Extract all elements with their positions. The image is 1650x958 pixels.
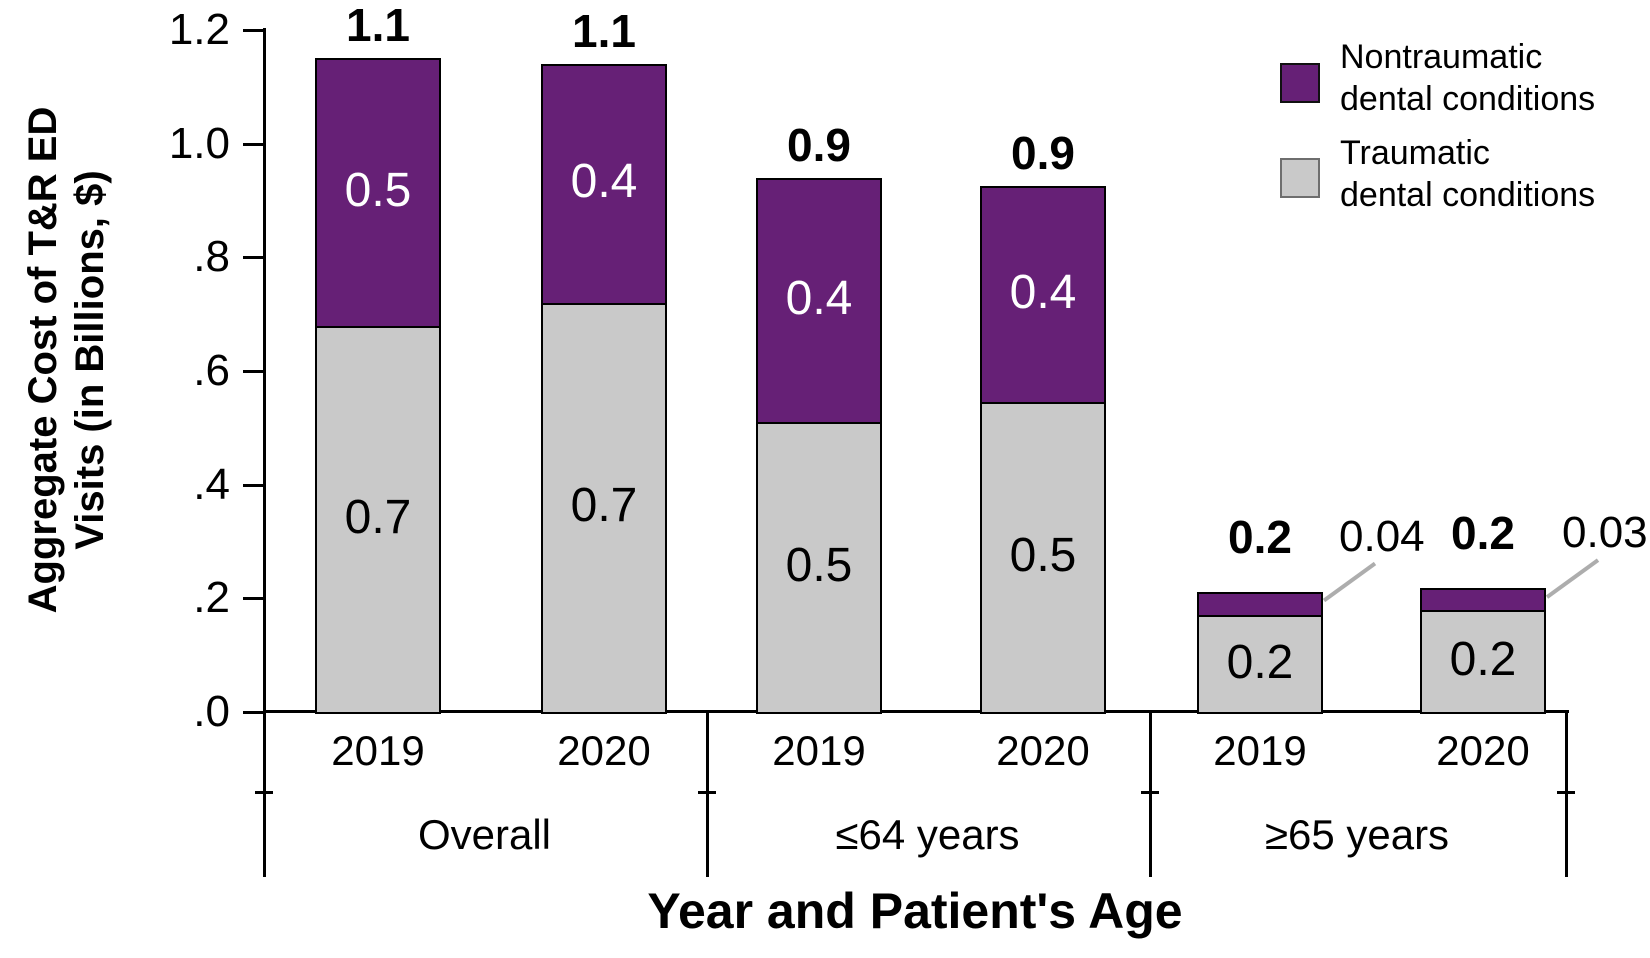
year-label: 2020 <box>557 727 651 774</box>
nontraumatic-value-label: 0.4 <box>785 271 853 325</box>
traumatic-value-label: 0.2 <box>1449 632 1517 686</box>
traumatic-value-label: 0.5 <box>1009 529 1077 583</box>
bar-total-label: 0.2 <box>1228 510 1292 563</box>
traumatic-value-label: 0.7 <box>344 490 412 544</box>
bar-total-label: 1.1 <box>346 0 410 52</box>
category-divider-tick <box>255 791 273 794</box>
age-group-label: Overall <box>417 811 552 858</box>
legend-label-traumatic-line1: Traumatic <box>1340 134 1490 172</box>
category-divider-line <box>1565 712 1568 877</box>
bar-segment-traumatic <box>541 302 667 714</box>
age-group-label: ≥65 years <box>1264 811 1450 858</box>
category-divider-line <box>1149 712 1152 877</box>
nontraumatic-callout-label: 0.04 <box>1339 511 1425 561</box>
traumatic-value-label: 0.7 <box>570 479 638 533</box>
bar-segment-nontraumatic <box>980 186 1106 405</box>
legend-label-traumatic: Traumatic dental conditions <box>1340 132 1595 216</box>
y-axis-tick-label: .0 <box>193 687 230 736</box>
y-axis-tick-label: .2 <box>193 573 230 623</box>
bar-segment-nontraumatic <box>541 64 667 305</box>
y-axis-tick-label: .8 <box>193 232 230 282</box>
year-label: 2019 <box>772 727 866 774</box>
y-axis-title-line2: Visits (in Billions, $) <box>68 170 112 550</box>
legend-label-nontraumatic-line2: dental conditions <box>1340 80 1596 118</box>
y-axis-line <box>263 28 266 877</box>
y-axis-tick <box>243 483 263 487</box>
legend-label-nontraumatic: Nontraumatic dental conditions <box>1340 36 1595 120</box>
callout-leader-line <box>1545 558 1600 599</box>
y-axis-tick-label: 1.0 <box>168 118 230 168</box>
bar-segment-nontraumatic <box>315 58 441 328</box>
year-label: 2020 <box>996 727 1090 774</box>
traumatic-value-label: 0.2 <box>1226 635 1294 689</box>
bar-segment-nontraumatic <box>756 177 882 425</box>
traumatic-value-label: 0.5 <box>785 539 853 593</box>
y-axis-title-line1: Aggregate Cost of T&R ED <box>21 106 65 614</box>
y-axis-tick <box>243 256 263 260</box>
year-label: 2019 <box>331 727 425 774</box>
age-group-label: ≤64 years <box>835 811 1020 858</box>
x-axis-title: Year and Patient's Age <box>647 883 1183 939</box>
bar-total-label: 0.9 <box>1011 127 1075 180</box>
bar-total-label: 0.9 <box>787 118 851 171</box>
category-divider-line <box>706 712 709 877</box>
nontraumatic-callout-label: 0.03 <box>1562 508 1648 558</box>
nontraumatic-value-label: 0.4 <box>570 155 638 209</box>
bar-total-label: 1.1 <box>572 5 636 58</box>
year-label: 2019 <box>1213 727 1307 774</box>
y-axis-tick <box>243 142 263 146</box>
legend-swatch-nontraumatic <box>1280 63 1320 103</box>
category-divider-line <box>263 712 266 877</box>
y-axis-tick <box>243 597 263 601</box>
y-axis-tick-label: .4 <box>193 459 230 509</box>
x-axis-line <box>263 710 1569 713</box>
callout-leader-line <box>1322 561 1377 603</box>
bar-segment-traumatic <box>1420 609 1546 714</box>
bar-segment-traumatic <box>315 325 441 714</box>
y-axis-tick <box>243 29 263 32</box>
category-divider-tick <box>1557 791 1575 794</box>
legend-swatch-traumatic <box>1280 158 1320 198</box>
category-divider-tick <box>1141 791 1159 794</box>
nontraumatic-value-label: 0.5 <box>344 163 412 217</box>
y-axis-tick <box>243 711 263 714</box>
bar-segment-nontraumatic <box>1197 591 1323 618</box>
bar-segment-traumatic <box>756 422 882 714</box>
nontraumatic-value-label: 0.4 <box>1009 266 1077 320</box>
bar-segment-nontraumatic <box>1420 588 1546 612</box>
year-label: 2020 <box>1436 727 1530 774</box>
y-axis-tick-label: .6 <box>193 346 230 395</box>
bar-segment-traumatic <box>1197 615 1323 714</box>
legend-label-traumatic-line2: dental conditions <box>1340 176 1596 214</box>
bar-segment-traumatic <box>980 402 1106 714</box>
bar-total-label: 0.2 <box>1451 507 1515 560</box>
y-axis-tick <box>243 370 263 373</box>
category-divider-tick <box>698 791 716 794</box>
legend-label-nontraumatic-line1: Nontraumatic <box>1340 38 1543 76</box>
y-axis-tick-label: 1.2 <box>168 5 230 54</box>
